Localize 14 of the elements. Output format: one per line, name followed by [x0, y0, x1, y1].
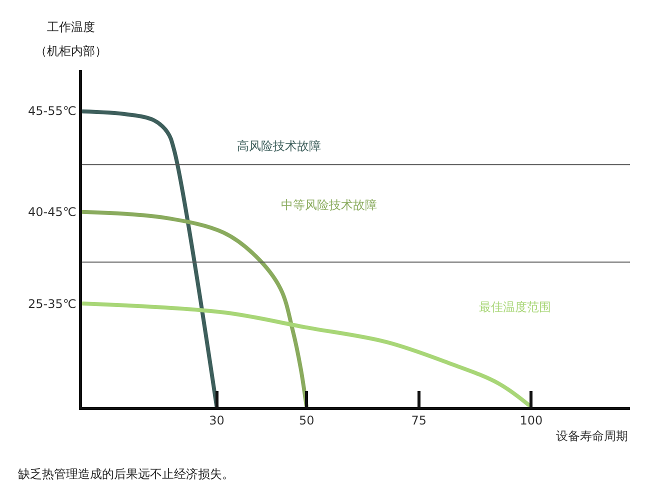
- x-tick-label: 75: [411, 413, 427, 428]
- text: 40-45℃: [28, 205, 76, 219]
- text: 45-55℃: [28, 104, 76, 118]
- x-tick-label: 30: [209, 413, 224, 428]
- x-tick-label: 50: [298, 413, 314, 428]
- text: 高风险技术故障: [237, 139, 321, 153]
- text: （机柜内部）: [35, 44, 107, 58]
- x-axis-title: 设备寿命周期: [556, 429, 628, 443]
- text: 缺乏热管理造成的后果远不止经济损失。: [18, 467, 234, 481]
- text: 最佳温度范围: [479, 300, 551, 314]
- text: 工作温度: [47, 20, 95, 34]
- text: 25-35℃: [28, 297, 76, 311]
- text: 中等风险技术故障: [281, 198, 377, 212]
- x-tick-label: 100: [520, 413, 543, 428]
